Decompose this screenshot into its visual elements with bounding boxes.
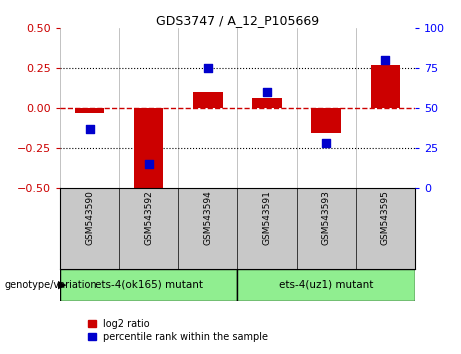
Point: [322, 140, 330, 146]
Point: [382, 57, 389, 63]
Bar: [60, 269, 237, 301]
Text: ets-4(ok165) mutant: ets-4(ok165) mutant: [95, 280, 203, 290]
Text: ▶: ▶: [58, 280, 66, 290]
Point: [263, 89, 271, 95]
Text: GSM543594: GSM543594: [203, 190, 213, 245]
Text: genotype/variation: genotype/variation: [5, 280, 97, 290]
Text: GSM543592: GSM543592: [144, 190, 153, 245]
Bar: [193, 92, 223, 108]
Title: GDS3747 / A_12_P105669: GDS3747 / A_12_P105669: [156, 14, 319, 27]
Bar: [237, 269, 415, 301]
Bar: [134, 108, 164, 191]
Text: GSM543593: GSM543593: [322, 190, 331, 245]
Bar: [311, 108, 341, 133]
Text: GSM543591: GSM543591: [262, 190, 272, 245]
Text: GSM543590: GSM543590: [85, 190, 94, 245]
Text: ets-4(uz1) mutant: ets-4(uz1) mutant: [279, 280, 373, 290]
Bar: [371, 65, 400, 108]
Text: GSM543595: GSM543595: [381, 190, 390, 245]
Point: [204, 65, 212, 71]
Legend: log2 ratio, percentile rank within the sample: log2 ratio, percentile rank within the s…: [88, 319, 268, 342]
Point: [145, 161, 152, 167]
Bar: [75, 108, 104, 113]
Point: [86, 126, 93, 132]
Bar: [252, 98, 282, 108]
